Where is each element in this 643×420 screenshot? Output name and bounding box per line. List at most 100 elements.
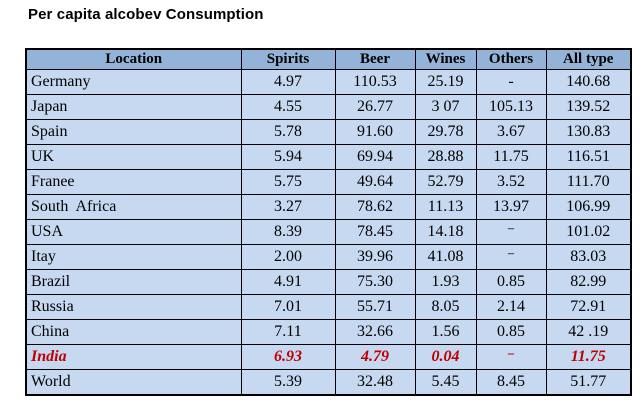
value-cell: 1.56 <box>414 319 477 345</box>
column-header-all-type: All type <box>545 48 632 70</box>
value-cell: 0.85 <box>475 319 547 345</box>
value-cell: 13.97 <box>475 194 547 220</box>
value-cell: 3.27 <box>240 194 336 220</box>
value-cell: 140.68 <box>545 69 632 95</box>
location-cell: USA <box>25 219 242 245</box>
value-cell: 78.62 <box>334 194 416 220</box>
value-cell: 69.94 <box>334 144 416 170</box>
location-cell: China <box>25 319 242 345</box>
value-cell: 8.39 <box>240 219 336 245</box>
value-cell: 106.99 <box>545 194 632 220</box>
value-cell: 5.45 <box>414 369 477 396</box>
table-row-china: China 7.11 32.66 1.56 0.85 42 .19 <box>25 319 632 345</box>
value-cell: 8.45 <box>475 369 547 396</box>
value-cell: 11.13 <box>414 194 477 220</box>
location-cell: Spain <box>25 119 242 145</box>
value-cell: ⁻ <box>475 219 547 245</box>
column-header-location: Location <box>25 48 242 70</box>
value-cell: 0.04 <box>414 344 477 370</box>
table-row-japan: Japan 4.55 26.77 3 07 105.13 139.52 <box>25 94 632 120</box>
value-cell: 8.05 <box>414 294 477 320</box>
value-cell: 11.75 <box>545 344 632 370</box>
value-cell: - <box>475 69 547 95</box>
location-cell: World <box>25 369 242 396</box>
value-cell: 7.01 <box>240 294 336 320</box>
table-body: Germany 4.97 110.53 25.19-140.68 Japan 4.55 26… <box>25 69 632 396</box>
table-row-usa: USA 8.39 78.45 14.18 ⁻ 101.02 <box>25 219 632 245</box>
table-header: Location Spirits Beer Wines Others All type <box>25 48 632 70</box>
table-row-germany: Germany 4.97 110.53 25.19-140.68 <box>25 69 632 95</box>
header-row: Location Spirits Beer Wines Others All type <box>25 48 632 70</box>
value-cell: 32.48 <box>334 369 416 396</box>
value-cell: 72.91 <box>545 294 632 320</box>
location-cell: UK <box>25 144 242 170</box>
location-cell: Russia <box>25 294 242 320</box>
value-cell: 5.78 <box>240 119 336 145</box>
location-cell: South Africa <box>25 194 242 220</box>
value-cell: 51.77 <box>545 369 632 396</box>
table-row-india: India 6.93 4.79 0.04 ⁻ 11.75 <box>25 344 632 370</box>
value-cell: 116.51 <box>545 144 632 170</box>
value-cell: 11.75 <box>475 144 547 170</box>
value-cell: 2.00 <box>240 244 336 270</box>
value-cell: 4.97 <box>240 69 336 95</box>
value-cell: 39.96 <box>334 244 416 270</box>
value-cell: ⁻ <box>475 244 547 270</box>
value-cell: 83.03 <box>545 244 632 270</box>
value-cell: ⁻ <box>475 344 547 370</box>
column-header-wines: Wines <box>414 48 477 70</box>
value-cell: 7.11 <box>240 319 336 345</box>
table-row-russia: Russia 7.01 55.71 8.05 2.14 72.91 <box>25 294 632 320</box>
value-cell: 101.02 <box>545 219 632 245</box>
table-row-franee: Franee 5.75 49.64 52.79 3.52 111.70 <box>25 169 632 195</box>
value-cell: 105.13 <box>475 94 547 120</box>
table-row-spain: Spain 5.78 91.60 29.78 3.67 130.83 <box>25 119 632 145</box>
table-row-world: World 5.39 32.48 5.45 8.45 51.77 <box>25 369 632 396</box>
value-cell: 26.77 <box>334 94 416 120</box>
table-row-south-africa: South Africa 3.27 78.62 11.13 13.97 106.99 <box>25 194 632 220</box>
location-cell: Franee <box>25 169 242 195</box>
value-cell: 6.93 <box>240 344 336 370</box>
value-cell: 130.83 <box>545 119 632 145</box>
location-cell: Japan <box>25 94 242 120</box>
value-cell: 41.08 <box>414 244 477 270</box>
value-cell: 0.85 <box>475 269 547 295</box>
value-cell: 25.19 <box>414 69 477 95</box>
value-cell: 4.79 <box>334 344 416 370</box>
value-cell: 91.60 <box>334 119 416 145</box>
value-cell: 139.52 <box>545 94 632 120</box>
consumption-table: Location Spirits Beer Wines Others All type G… <box>25 48 632 396</box>
value-cell: 1.93 <box>414 269 477 295</box>
value-cell: 82.99 <box>545 269 632 295</box>
value-cell: 5.39 <box>240 369 336 396</box>
value-cell: 29.78 <box>414 119 477 145</box>
value-cell: 55.71 <box>334 294 416 320</box>
location-cell: Itay <box>25 244 242 270</box>
location-cell: India <box>25 344 242 370</box>
value-cell: 4.91 <box>240 269 336 295</box>
location-cell: Brazil <box>25 269 242 295</box>
value-cell: 49.64 <box>334 169 416 195</box>
value-cell: 3.67 <box>475 119 547 145</box>
column-header-spirits: Spirits <box>240 48 336 70</box>
value-cell: 28.88 <box>414 144 477 170</box>
value-cell: 78.45 <box>334 219 416 245</box>
value-cell: 2.14 <box>475 294 547 320</box>
page-title: Per capita alcobev Consumption <box>28 6 264 23</box>
value-cell: 52.79 <box>414 169 477 195</box>
value-cell: 14.18 <box>414 219 477 245</box>
column-header-others: Others <box>475 48 547 70</box>
table-row-itay: Itay 2.00 39.96 41.08 ⁻ 83.03 <box>25 244 632 270</box>
value-cell: 42 .19 <box>545 319 632 345</box>
value-cell: 5.75 <box>240 169 336 195</box>
value-cell: 5.94 <box>240 144 336 170</box>
value-cell: 32.66 <box>334 319 416 345</box>
value-cell: 111.70 <box>545 169 632 195</box>
value-cell: 110.53 <box>334 69 416 95</box>
table-row-brazil: Brazil 4.91 75.30 1.93 0.85 82.99 <box>25 269 632 295</box>
value-cell: 75.30 <box>334 269 416 295</box>
location-cell: Germany <box>25 69 242 95</box>
value-cell: 3.52 <box>475 169 547 195</box>
table-row-uk: UK 5.94 69.94 28.88 11.75 116.51 <box>25 144 632 170</box>
